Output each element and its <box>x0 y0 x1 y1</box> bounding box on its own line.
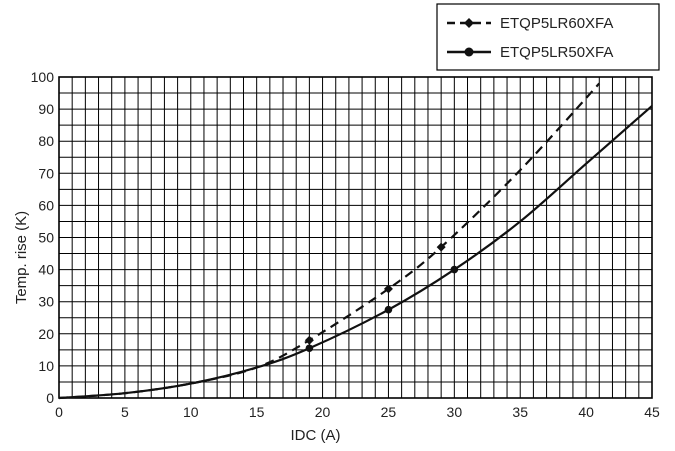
x-tick-label: 10 <box>183 404 199 420</box>
legend-box <box>436 3 660 71</box>
x-tick-label: 20 <box>315 404 331 420</box>
legend-marker-circle <box>464 47 474 57</box>
data-point-etqp5lr50xfa <box>384 305 393 314</box>
data-point-etqp5lr60xfa <box>383 284 393 294</box>
data-point-etqp5lr50xfa <box>450 265 459 274</box>
x-tick-label: 5 <box>121 404 129 420</box>
y-tick-label: 60 <box>38 197 54 213</box>
y-tick-label: 90 <box>38 101 54 117</box>
y-axis-title: Temp. rise (K) <box>13 211 30 304</box>
legend-label-etqp5lr50xfa: ETQP5LR50XFA <box>500 44 613 61</box>
series-line-etqp5lr50xfa <box>58 105 653 400</box>
legend-item-etqp5lr60xfa: ETQP5LR60XFA <box>447 15 613 32</box>
series-line-etqp5lr60xfa <box>58 82 601 400</box>
data-point-etqp5lr60xfa <box>304 335 314 345</box>
y-tick-label: 40 <box>38 262 54 278</box>
plot-frame <box>58 76 653 399</box>
data-point-etqp5lr60xfa <box>436 242 446 252</box>
y-tick-label: 0 <box>46 390 54 406</box>
series-layer <box>58 82 653 400</box>
y-tick-label: 20 <box>38 326 54 342</box>
x-axis-ticks: 0 5 10 15 20 25 30 35 40 45 <box>55 404 660 420</box>
data-point-etqp5lr50xfa <box>305 344 314 353</box>
y-tick-label: 50 <box>38 230 54 246</box>
x-tick-label: 30 <box>447 404 463 420</box>
x-tick-label: 25 <box>381 404 397 420</box>
x-axis-title: IDC (A) <box>291 427 341 444</box>
y-tick-label: 100 <box>31 69 55 85</box>
legend-label-etqp5lr60xfa: ETQP5LR60XFA <box>500 15 613 32</box>
y-axis-ticks: 0 10 20 30 40 50 60 70 80 90 100 <box>31 69 55 406</box>
x-tick-label: 15 <box>249 404 265 420</box>
y-tick-label: 70 <box>38 165 54 181</box>
x-tick-label: 0 <box>55 404 63 420</box>
legend-item-etqp5lr50xfa: ETQP5LR50XFA <box>447 44 613 61</box>
y-tick-label: 10 <box>38 358 54 374</box>
x-tick-label: 45 <box>644 404 660 420</box>
x-tick-label: 40 <box>578 404 594 420</box>
legend: ETQP5LR60XFA ETQP5LR50XFA <box>436 3 660 71</box>
grid <box>58 76 653 399</box>
x-tick-label: 35 <box>512 404 528 420</box>
y-tick-label: 80 <box>38 133 54 149</box>
y-tick-label: 30 <box>38 294 54 310</box>
legend-marker-diamond <box>464 18 474 28</box>
